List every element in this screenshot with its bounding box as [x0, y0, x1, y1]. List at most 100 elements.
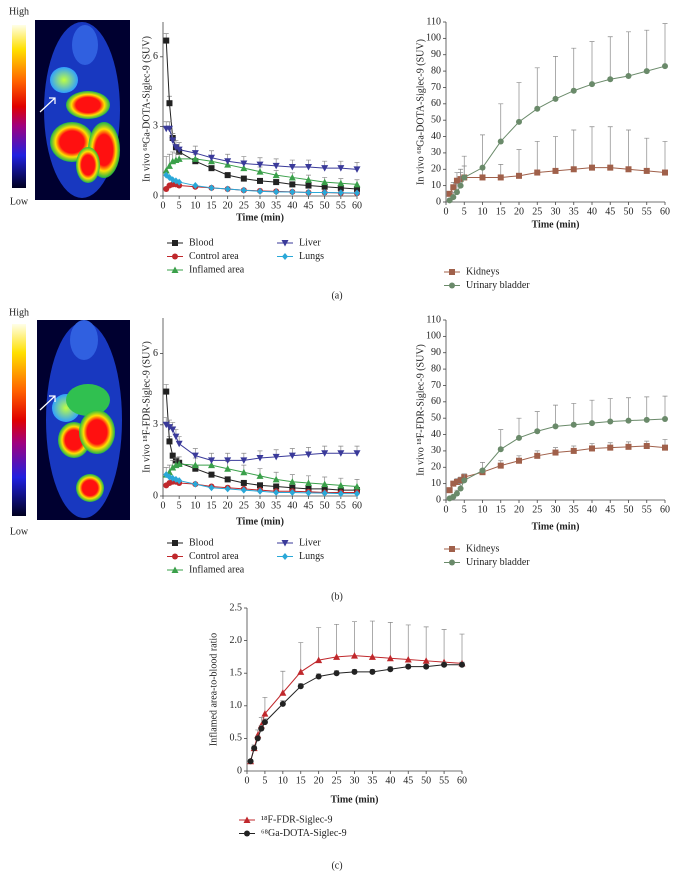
- error-bar: [498, 103, 504, 142]
- marker: [353, 483, 361, 490]
- x-tick-label: 50: [320, 500, 330, 511]
- x-tick-label: 10: [278, 775, 288, 786]
- y-tick-label: 20: [431, 462, 441, 473]
- marker: [192, 182, 199, 190]
- marker: [169, 137, 177, 144]
- error-bar: [480, 134, 485, 168]
- y-tick-label: 50: [431, 114, 441, 125]
- marker: [243, 816, 251, 823]
- x-tick-label: 50: [421, 775, 431, 786]
- marker: [570, 166, 577, 173]
- marker: [450, 194, 457, 201]
- marker: [449, 269, 455, 275]
- error-bar: [461, 155, 467, 178]
- marker: [297, 668, 305, 675]
- y-tick-label: 6: [153, 51, 158, 62]
- marker: [257, 177, 263, 184]
- error-bar: [352, 621, 357, 656]
- legend-label: Inflamed area: [189, 264, 245, 275]
- error-bar: [589, 399, 595, 424]
- series-line: [250, 664, 462, 762]
- y-tick-label: 90: [431, 49, 441, 60]
- y-tick-label: 80: [431, 65, 441, 76]
- marker: [368, 653, 376, 660]
- marker: [337, 184, 344, 191]
- marker: [297, 683, 304, 690]
- marker: [191, 452, 199, 460]
- marker: [240, 164, 248, 172]
- marker: [516, 457, 522, 464]
- error-bar: [553, 56, 558, 99]
- marker: [208, 457, 215, 464]
- marker: [353, 180, 361, 188]
- error-bar: [534, 411, 540, 432]
- error-bar: [459, 633, 465, 664]
- x-tick-label: 60: [352, 200, 362, 211]
- y-axis-label: In vivo ⁶⁸Ga-DOTA-Siglec-9 (SUV): [415, 39, 426, 185]
- error-bar: [644, 137, 650, 171]
- marker: [305, 479, 312, 486]
- marker: [441, 661, 448, 668]
- x-tick-label: 0: [161, 500, 166, 511]
- marker: [305, 451, 312, 458]
- error-bar: [298, 642, 304, 672]
- x-tick-label: 15: [496, 504, 506, 515]
- y-tick-label: 0: [153, 190, 158, 201]
- y-tick-label: 0: [153, 490, 158, 501]
- marker: [422, 657, 430, 664]
- x-tick-label: 25: [532, 206, 542, 217]
- x-tick-label: 55: [336, 200, 346, 211]
- x-tick-label: 5: [177, 200, 182, 211]
- x-tick-label: 5: [462, 504, 467, 515]
- x-tick-label: 5: [177, 500, 182, 511]
- error-bar: [607, 398, 613, 422]
- marker: [552, 449, 559, 456]
- marker: [643, 443, 650, 449]
- marker: [281, 240, 289, 247]
- error-bar: [553, 136, 558, 171]
- marker: [208, 484, 215, 492]
- marker: [261, 719, 268, 726]
- marker: [321, 480, 329, 488]
- marker: [625, 417, 632, 424]
- marker: [254, 735, 261, 742]
- x-tick-label: 30: [350, 775, 360, 786]
- x-tick-label: 10: [190, 500, 200, 511]
- error-bar: [534, 141, 540, 173]
- x-tick-label: 40: [287, 500, 297, 511]
- marker: [272, 453, 280, 461]
- x-tick-label: 35: [569, 206, 579, 217]
- marker: [273, 488, 280, 496]
- x-tick-label: 30: [255, 500, 265, 511]
- marker: [172, 240, 178, 246]
- marker: [305, 189, 312, 197]
- marker: [353, 450, 361, 457]
- marker: [321, 178, 329, 186]
- legend-label: Inflamed area: [189, 564, 245, 575]
- marker: [351, 668, 358, 675]
- marker: [453, 490, 460, 497]
- marker: [240, 160, 248, 168]
- marker: [497, 462, 504, 469]
- marker: [251, 745, 258, 752]
- legend-label: Urinary bladder: [466, 280, 530, 291]
- error-bar: [534, 67, 540, 109]
- marker: [247, 758, 254, 765]
- marker: [175, 440, 183, 448]
- marker: [176, 178, 183, 186]
- marker: [337, 165, 345, 172]
- marker: [449, 282, 455, 289]
- marker: [224, 457, 232, 464]
- x-tick-label: 40: [385, 775, 395, 786]
- legend-label: Lungs: [299, 251, 324, 262]
- marker: [305, 164, 312, 171]
- colorbar-low: Low: [10, 526, 29, 537]
- y-tick-label: 60: [431, 98, 441, 109]
- marker: [450, 184, 457, 191]
- y-tick-label: 100: [426, 331, 441, 342]
- y-tick-label: 10: [431, 478, 441, 489]
- error-bar: [662, 23, 668, 67]
- error-bar: [387, 621, 393, 659]
- marker: [337, 179, 345, 187]
